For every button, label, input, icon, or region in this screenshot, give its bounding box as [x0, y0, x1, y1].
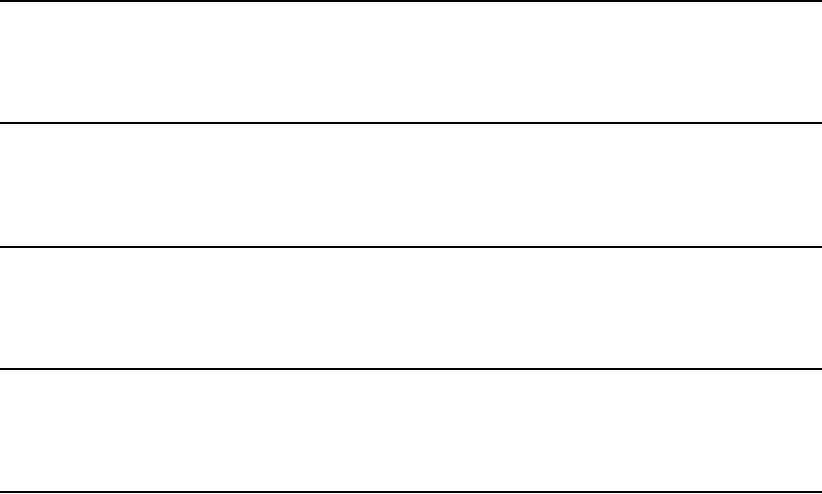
rule-1 [0, 0, 822, 2]
rule-5 [0, 491, 822, 493]
rule-4 [0, 368, 822, 370]
rule-3 [0, 246, 822, 248]
rule-2 [0, 122, 822, 124]
